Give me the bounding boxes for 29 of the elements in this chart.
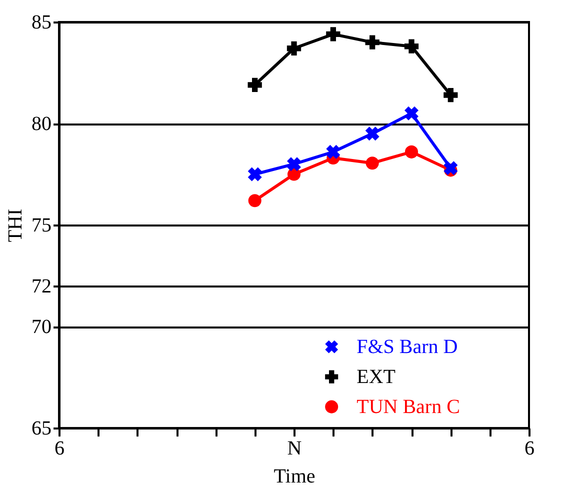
legend-label: F&S Barn D [356, 336, 458, 358]
y-tick-label: 85 [32, 12, 52, 34]
y-tick-label: 72 [32, 275, 52, 298]
point [287, 157, 301, 172]
x-tick-label: 6 [524, 438, 534, 460]
legend-label: EXT [356, 366, 396, 388]
point [365, 126, 380, 141]
legend-label: TUN Barn C [356, 396, 460, 418]
point [326, 27, 340, 42]
point [404, 106, 418, 120]
point [286, 41, 302, 56]
point [404, 39, 419, 54]
x-tick-label: 6 [54, 438, 64, 460]
point [404, 145, 418, 158]
point [248, 78, 262, 92]
y-axis-title: THI [4, 208, 26, 242]
y-tick-label: 75 [32, 214, 52, 236]
point [326, 144, 340, 159]
point [366, 156, 379, 170]
y-tick-label: 80 [32, 113, 52, 135]
y-tick-label: 65 [32, 418, 52, 440]
x-axis-title: Time [274, 466, 316, 487]
point [444, 88, 458, 102]
point [444, 161, 458, 176]
x-tick-label: N [287, 438, 302, 460]
point [248, 194, 262, 208]
point [248, 167, 262, 182]
y-tick-label: 70 [32, 316, 52, 338]
point [365, 35, 380, 50]
